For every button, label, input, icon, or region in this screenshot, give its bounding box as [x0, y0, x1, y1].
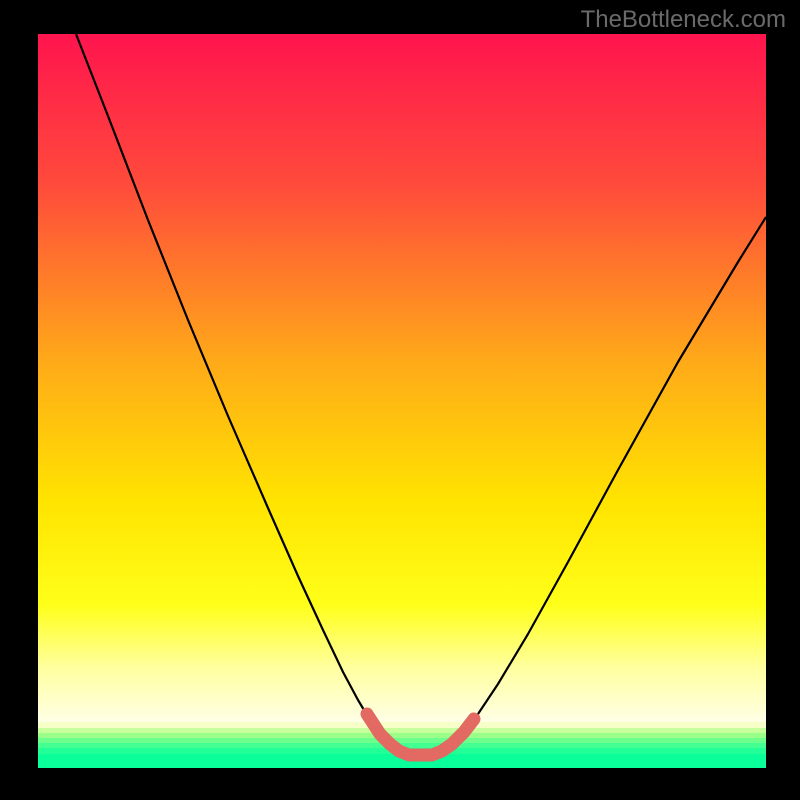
watermark-text: TheBottleneck.com [581, 6, 786, 34]
curve-layer [38, 34, 766, 768]
optimal-range-highlight [367, 714, 474, 755]
chart-outer-frame: TheBottleneck.com [0, 0, 800, 800]
bottleneck-curve [76, 34, 766, 755]
plot-area [38, 34, 766, 768]
